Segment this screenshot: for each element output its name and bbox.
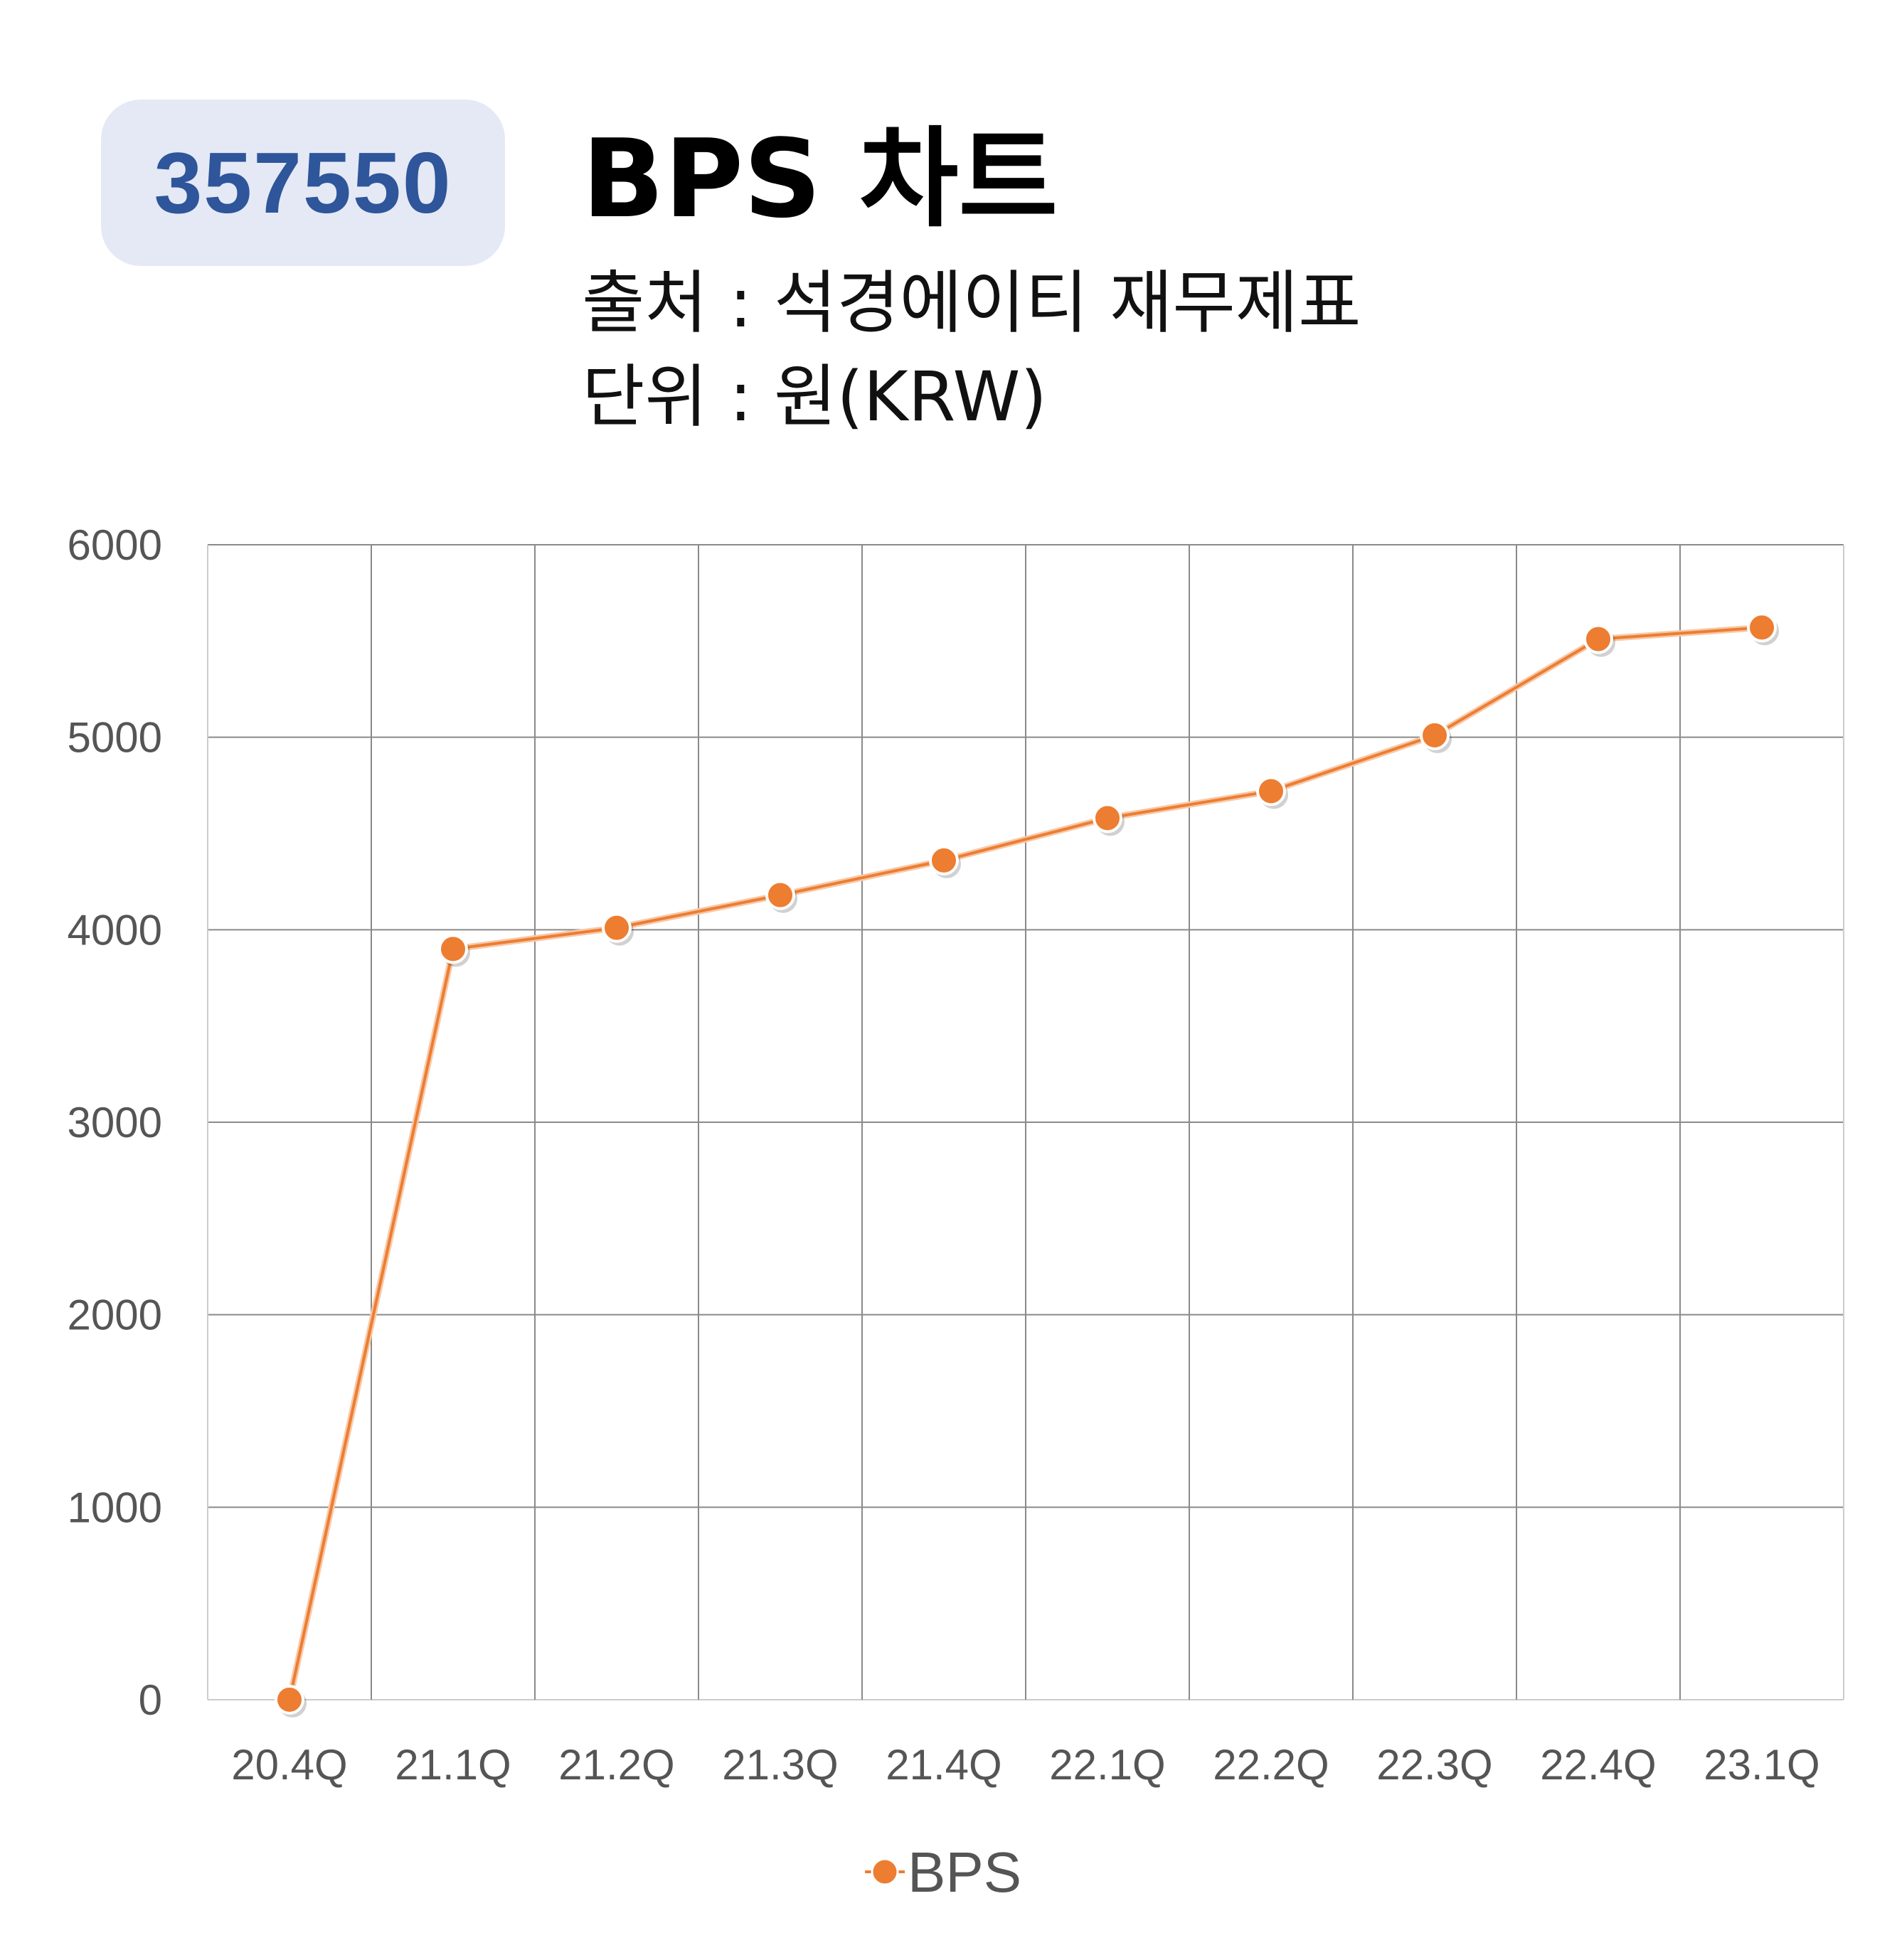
x-tick-label: 21.4Q — [886, 1741, 1001, 1789]
point-marker — [765, 880, 795, 910]
x-tick-label: 21.2Q — [558, 1741, 674, 1789]
y-tick-label: 3000 — [68, 1099, 162, 1146]
point-marker — [1256, 776, 1286, 806]
point-marker — [929, 845, 959, 875]
x-tick-label: 22.2Q — [1213, 1741, 1329, 1789]
point-marker — [602, 912, 632, 943]
x-tick-label: 20.4Q — [231, 1741, 347, 1789]
point-marker — [1420, 720, 1450, 750]
y-tick-label: 1000 — [68, 1484, 162, 1531]
stock-code: 357550 — [154, 134, 452, 231]
point-marker — [275, 1685, 304, 1715]
source-label: 출처 : 석경에이티 재무제표 — [582, 263, 1361, 343]
y-tick-label: 2000 — [68, 1291, 162, 1339]
y-tick-label: 6000 — [68, 521, 162, 569]
legend: BPS — [865, 1841, 1021, 1904]
point-marker — [1747, 612, 1777, 643]
point-marker — [438, 934, 468, 964]
x-tick-label: 22.4Q — [1540, 1741, 1656, 1789]
x-tick-label: 22.3Q — [1376, 1741, 1492, 1789]
unit-label: 단위 : 원(KRW) — [582, 357, 1047, 437]
chart-title: BPS 차트 — [582, 116, 1058, 242]
x-tick-label: 21.1Q — [395, 1741, 511, 1789]
stock-code-badge: 357550 — [101, 100, 505, 266]
x-tick-label: 23.1Q — [1704, 1741, 1819, 1789]
series-line — [288, 626, 1763, 1700]
y-tick-label: 0 — [139, 1676, 162, 1724]
y-tick-label: 5000 — [68, 714, 162, 762]
x-axis-ticks: 20.4Q 21.1Q 21.2Q 21.3Q 21.4Q 22.1Q 22.2Q 22.3Q… — [231, 1741, 1819, 1789]
series-bps — [275, 612, 1779, 1717]
x-tick-label: 21.3Q — [722, 1741, 838, 1789]
legend-marker — [871, 1858, 899, 1886]
chart-grid — [207, 544, 1844, 1700]
point-marker — [1583, 624, 1613, 654]
legend-label: BPS — [908, 1841, 1021, 1904]
x-tick-label: 22.1Q — [1049, 1741, 1165, 1789]
y-axis-ticks: 0 1000 2000 3000 4000 5000 6000 — [68, 521, 162, 1724]
point-marker — [1093, 803, 1122, 833]
y-tick-label: 4000 — [68, 906, 162, 954]
